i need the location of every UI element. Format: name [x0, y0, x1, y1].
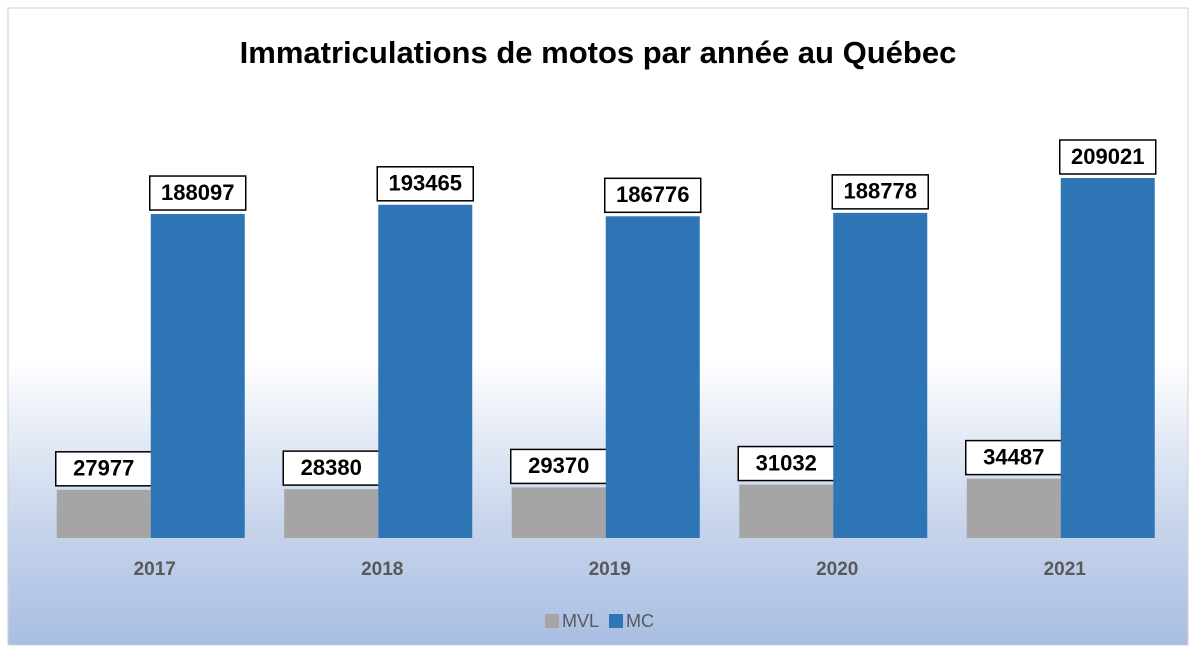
data-label: 29370 [528, 453, 589, 478]
legend-swatch [545, 614, 559, 628]
data-label: 193465 [389, 171, 462, 196]
bar [284, 489, 379, 538]
bar [739, 484, 834, 538]
bar [150, 214, 245, 538]
data-label-box [510, 448, 608, 485]
data-label-box [1059, 139, 1157, 175]
data-label: 188778 [844, 179, 917, 204]
data-label-box [831, 174, 929, 210]
legend-label: MC [626, 611, 654, 631]
bar [833, 212, 928, 539]
data-label: 28380 [301, 455, 362, 480]
bar [511, 487, 606, 538]
bar [56, 489, 151, 538]
data-label: 34487 [983, 444, 1044, 469]
data-label-box [376, 166, 474, 202]
x-tick-label: 2018 [361, 559, 403, 580]
bar [378, 204, 473, 538]
data-label: 31032 [756, 450, 817, 475]
x-tick-label: 2021 [1044, 559, 1087, 580]
data-label-box [55, 451, 153, 487]
data-label-box [149, 175, 247, 211]
x-tick-label: 2017 [134, 559, 176, 580]
data-label: 186776 [616, 182, 689, 207]
data-label: 188097 [161, 180, 234, 205]
chart-title: Immatriculations de motos par année au Q… [240, 35, 957, 70]
bar [605, 216, 700, 538]
x-tick-label: 2020 [816, 559, 858, 580]
legend-swatch [609, 614, 624, 628]
bar [1060, 178, 1155, 538]
legend-label: MVL [562, 611, 599, 631]
data-label-box [604, 177, 702, 214]
bar [966, 478, 1061, 538]
data-label: 209021 [1071, 144, 1144, 169]
data-label: 27977 [73, 456, 134, 481]
x-tick-label: 2019 [589, 559, 631, 580]
data-label-box [965, 439, 1063, 476]
data-label-box [737, 445, 835, 482]
